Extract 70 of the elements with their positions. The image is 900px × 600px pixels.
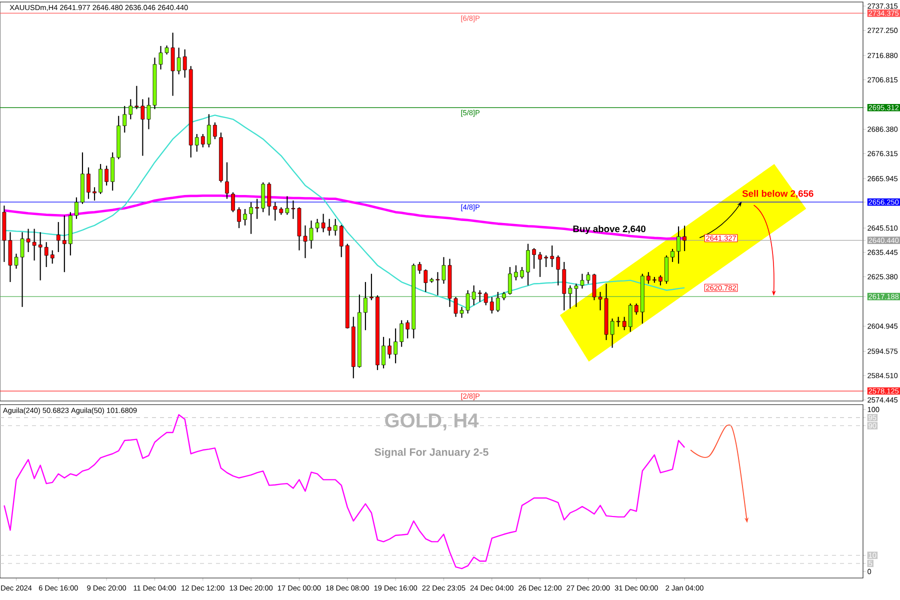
candlestick	[339, 224, 344, 258]
candlestick	[370, 273, 374, 301]
candlestick	[333, 218, 338, 236]
candlestick	[267, 182, 272, 216]
candlestick	[104, 165, 108, 186]
candlestick	[62, 214, 66, 273]
candlestick	[490, 296, 494, 314]
candlestick	[634, 303, 638, 316]
candlestick	[520, 266, 524, 280]
candlestick	[50, 250, 54, 264]
candlestick	[273, 202, 278, 222]
candlestick	[32, 228, 36, 262]
candlestick	[249, 202, 253, 234]
candlestick	[676, 226, 680, 264]
candlestick	[243, 208, 247, 226]
candlestick	[658, 274, 662, 286]
candlestick	[182, 48, 187, 78]
candlestick	[44, 242, 48, 268]
text: Signal For January 2-5	[374, 448, 488, 458]
candlestick	[140, 98, 145, 156]
candlestick	[568, 284, 572, 310]
candlestick	[514, 264, 518, 281]
candlestick	[496, 291, 500, 313]
candlestick	[394, 328, 398, 364]
candlestick	[206, 114, 211, 148]
candlestick	[538, 252, 542, 278]
candlestick	[74, 196, 78, 220]
candlestick	[56, 222, 60, 253]
candlestick	[321, 213, 326, 233]
candlestick	[646, 272, 650, 284]
candlestick	[200, 133, 205, 148]
candlestick	[86, 166, 90, 200]
candlestick	[574, 283, 578, 308]
candlestick	[128, 98, 133, 120]
candlestick	[364, 281, 368, 331]
candlestick	[38, 232, 42, 281]
candlestick	[194, 133, 199, 152]
candlestick	[478, 290, 482, 302]
candlestick	[670, 248, 674, 262]
candlestick	[526, 243, 530, 286]
candlestick	[400, 320, 404, 348]
candlestick	[231, 192, 235, 213]
candlestick	[225, 162, 229, 200]
candlestick	[508, 266, 512, 296]
candlestick	[418, 261, 422, 274]
candlestick	[406, 320, 410, 339]
candlestick	[382, 336, 386, 369]
candlestick	[682, 225, 686, 252]
candlestick	[122, 105, 127, 134]
candlestick	[213, 122, 217, 140]
candlestick	[424, 268, 428, 292]
candlestick	[92, 186, 96, 202]
candlestick	[622, 316, 626, 331]
candlestick	[176, 47, 181, 75]
candlestick	[544, 254, 548, 268]
candlestick	[616, 316, 620, 328]
candlestick	[255, 198, 260, 220]
chart-title: GOLD, H4	[385, 413, 479, 430]
candlestick	[388, 338, 392, 359]
candlestick	[134, 85, 139, 110]
candlestick	[285, 196, 290, 216]
candlestick	[472, 284, 476, 306]
candlestick	[98, 163, 102, 195]
candlestick	[628, 303, 632, 332]
candlestick	[550, 244, 554, 268]
candlestick	[237, 206, 241, 229]
candlestick	[532, 248, 536, 270]
candlestick	[484, 291, 488, 306]
candlestick	[327, 218, 332, 236]
candlestick	[556, 254, 560, 286]
